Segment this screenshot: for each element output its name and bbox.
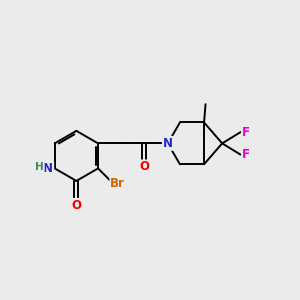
Text: F: F [242,148,250,161]
Text: O: O [71,199,81,212]
Text: O: O [139,160,149,173]
Text: N: N [163,137,173,150]
Text: F: F [242,126,250,139]
Text: N: N [43,162,53,175]
Text: Br: Br [110,177,125,190]
Text: H: H [35,162,44,172]
